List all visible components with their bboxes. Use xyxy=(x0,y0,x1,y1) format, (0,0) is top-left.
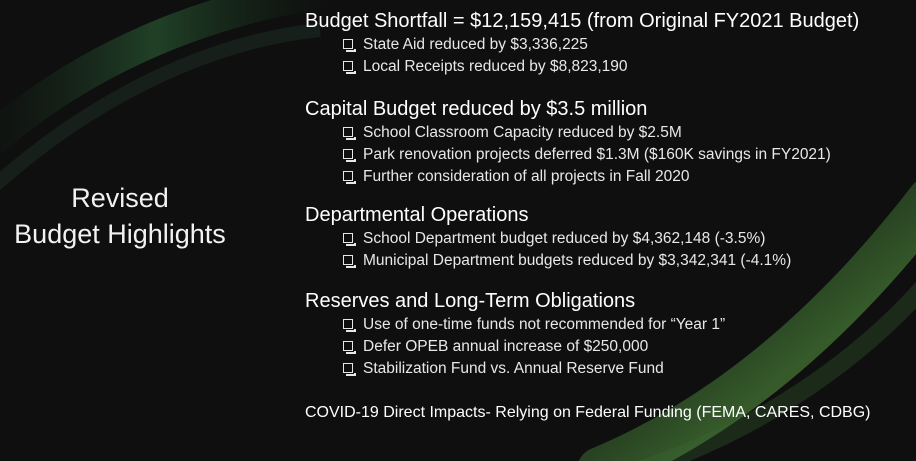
section-capital-budget: Capital Budget reduced by $3.5 million S… xyxy=(305,96,910,188)
section-covid-impacts: COVID-19 Direct Impacts- Relying on Fede… xyxy=(305,400,910,426)
section-heading: Budget Shortfall = $12,159,415 (from Ori… xyxy=(305,10,860,32)
section-heading: Departmental Operations xyxy=(305,204,529,226)
checkbox-bullet-icon xyxy=(343,255,356,268)
side-title-line-1: Revised xyxy=(71,183,169,213)
list-item: Municipal Department budgets reduced by … xyxy=(305,250,910,272)
list-item: Defer OPEB annual increase of $250,000 xyxy=(305,336,910,358)
list-item: School Department budget reduced by $4,3… xyxy=(305,228,910,250)
checkbox-bullet-icon xyxy=(343,171,356,184)
section-reserves: Reserves and Long-Term Obligations Use o… xyxy=(305,288,910,380)
checkbox-bullet-icon xyxy=(343,233,356,246)
checkbox-bullet-icon xyxy=(343,127,356,140)
section-heading: Reserves and Long-Term Obligations xyxy=(305,290,636,312)
list-item: Local Receipts reduced by $8,823,190 xyxy=(305,56,910,78)
list-item: Stabilization Fund vs. Annual Reserve Fu… xyxy=(305,358,910,380)
checkbox-bullet-icon xyxy=(343,363,356,376)
section-heading: COVID-19 Direct Impacts- Relying on Fede… xyxy=(305,404,871,421)
section-heading: Capital Budget reduced by $3.5 million xyxy=(305,98,648,120)
checkbox-bullet-icon xyxy=(343,61,356,74)
list-item: Further consideration of all projects in… xyxy=(305,166,910,188)
list-item: School Classroom Capacity reduced by $2.… xyxy=(305,122,910,144)
list-item: State Aid reduced by $3,336,225 xyxy=(305,34,910,56)
section-departmental-operations: Departmental Operations School Departmen… xyxy=(305,202,910,272)
checkbox-bullet-icon xyxy=(343,39,356,52)
highlights-list: Budget Shortfall = $12,159,415 (from Ori… xyxy=(305,8,910,426)
side-title-line-2: Budget Highlights xyxy=(14,219,226,249)
checkbox-bullet-icon xyxy=(343,341,356,354)
list-item: Use of one-time funds not recommended fo… xyxy=(305,314,910,336)
checkbox-bullet-icon xyxy=(343,319,356,332)
side-title: Revised Budget Highlights xyxy=(0,180,240,252)
list-item: Park renovation projects deferred $1.3M … xyxy=(305,144,910,166)
section-budget-shortfall: Budget Shortfall = $12,159,415 (from Ori… xyxy=(305,8,910,78)
checkbox-bullet-icon xyxy=(343,149,356,162)
